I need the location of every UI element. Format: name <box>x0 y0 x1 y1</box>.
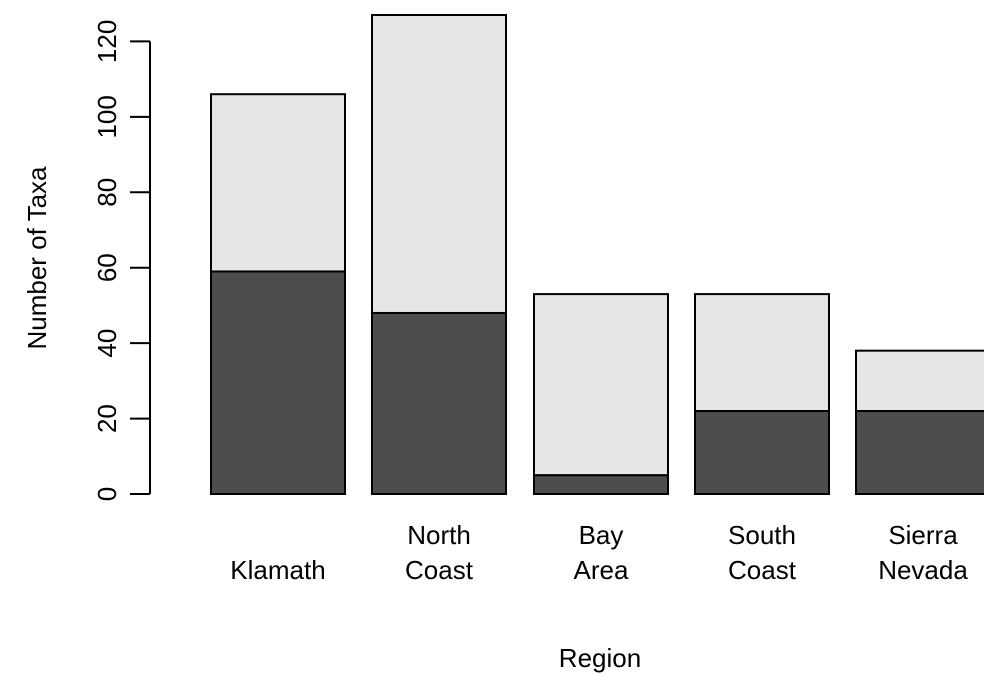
x-tick-label: Klamath <box>230 555 325 585</box>
y-tick-label: 120 <box>92 20 122 63</box>
x-tick-label: Sierra Nevada <box>878 520 968 585</box>
bar-segment-lower-3 <box>533 474 669 495</box>
y-tick-label: 60 <box>92 253 122 282</box>
y-axis: 0 20 40 60 80 100 120 <box>92 20 151 501</box>
bar-segment-upper-1 <box>210 93 346 273</box>
y-axis-title: Number of Taxa <box>22 166 52 350</box>
bar-segment-lower-4 <box>694 410 830 495</box>
bars-layer <box>210 14 984 495</box>
x-axis-title: Region <box>559 643 641 673</box>
y-tick-label: 80 <box>92 178 122 207</box>
bar-segment-lower-5 <box>855 410 984 495</box>
bar-segment-upper-4 <box>694 293 830 413</box>
bar-segment-lower-2 <box>371 311 507 495</box>
x-tick-label: North Coast <box>405 520 474 585</box>
bar-segment-upper-2 <box>371 14 507 314</box>
bar-segment-upper-3 <box>533 293 669 477</box>
y-tick-label: 100 <box>92 95 122 138</box>
y-tick-label: 40 <box>92 329 122 358</box>
y-ticks: 0 20 40 60 80 100 120 <box>92 20 150 501</box>
y-tick-label: 0 <box>92 487 122 501</box>
bar-segment-lower-1 <box>210 270 346 495</box>
x-tick-label: Bay Area <box>574 520 629 585</box>
x-tick-label: South Coast <box>728 520 797 585</box>
y-tick-label: 20 <box>92 404 122 433</box>
bar-segment-upper-5 <box>855 349 984 413</box>
x-category-labels: Klamath North Coast Bay Area South Coast Sierra… <box>230 520 968 585</box>
